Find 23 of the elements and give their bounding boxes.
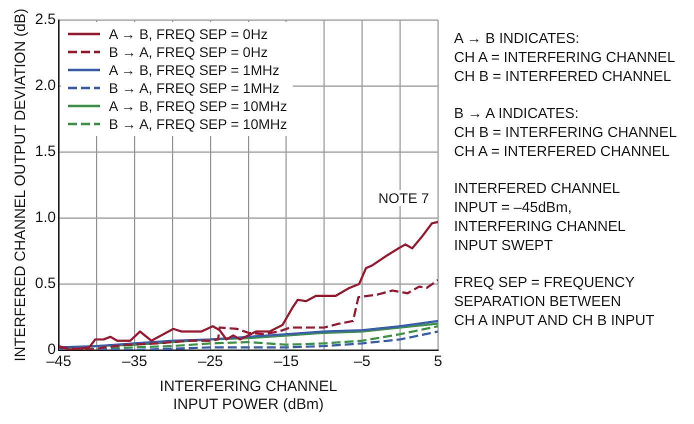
text: FREQ SEP = FREQUENCY SEPARATION BETWEEN CH A INPUT AND CH B INPUT: [454, 274, 656, 331]
legend-label: B → A, FREQ SEP = 0Hz: [108, 44, 268, 60]
x-tick-label: 5: [434, 353, 442, 370]
legend-label: B → A, FREQ SEP = 10MHz: [108, 116, 288, 132]
text: INTERFERED CHANNEL INPUT = –45dBm, INTERFERING CHANNEL INPUT SWEPT: [454, 180, 627, 256]
y-tick-label: 1.5: [34, 143, 56, 160]
y-tick-label: 1.0: [34, 209, 56, 226]
x-tick-label: –35: [122, 353, 148, 370]
x-tick-label: –15: [274, 353, 299, 370]
y-tick-label: 2.0: [34, 77, 56, 94]
legend-label: B → A, FREQ SEP = 1MHz: [108, 80, 280, 96]
x-tick-label: –25: [198, 353, 224, 370]
legend-label: A → B, FREQ SEP = 1MHz: [108, 62, 280, 78]
y-axis-title: INTERFERED CHANNEL OUTPUT DEVIATION (dB): [12, 8, 30, 362]
annotation: NOTE 7: [375, 190, 432, 206]
text: A → B INDICATES: CH A = INTERFERING CHANNEL CH B = INTERFERED CHANNEL: [454, 30, 676, 87]
legend-label: A → B, FREQ SEP = 0Hz: [108, 26, 268, 42]
x-axis-title: INTERFERING CHANNEL INPUT POWER (dBm): [160, 378, 338, 414]
text: B → A INDICATES: CH B = INTERFERING CHANNEL CH A = INTERFERED CHANNEL: [454, 105, 677, 162]
legend-label: A → B, FREQ SEP = 10MHz: [108, 98, 288, 114]
x-tick-label: –5: [354, 353, 371, 370]
y-tick-label: 2.5: [34, 11, 56, 28]
y-tick-label: 0.5: [34, 275, 56, 292]
